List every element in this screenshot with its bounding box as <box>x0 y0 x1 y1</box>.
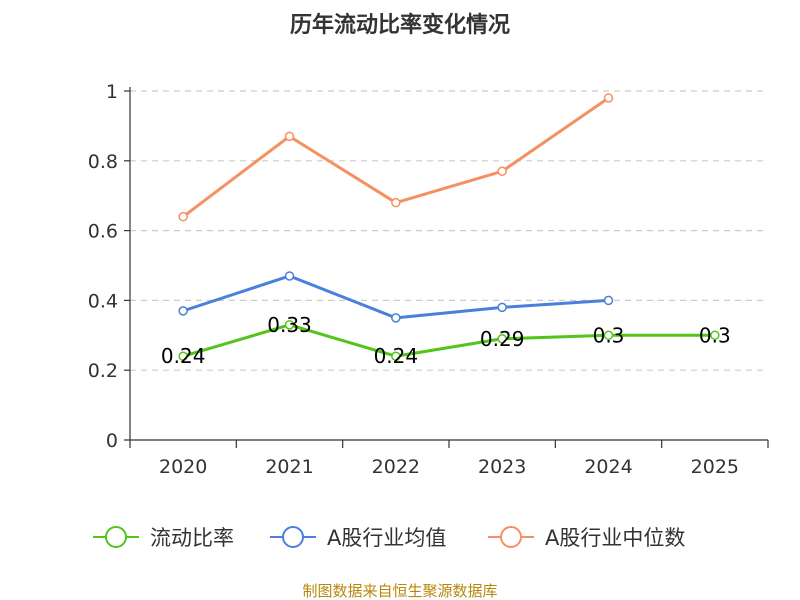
source-note: 制图数据来自恒生聚源数据库 <box>302 582 497 600</box>
data-label: 0.3 <box>699 323 731 347</box>
series-0: 0.24 0.33 0.24 0.29 0.3 0.3 <box>161 313 731 368</box>
data-point[interactable] <box>178 351 188 361</box>
data-point[interactable] <box>603 93 614 103</box>
data-point[interactable] <box>391 313 401 323</box>
y-tick-label: 0.4 <box>88 290 118 312</box>
data-point[interactable] <box>497 302 507 313</box>
data-label: 0.24 <box>374 344 419 368</box>
legend[interactable]: 流动比率 A股行业均值 A股行业中位数 <box>93 526 685 550</box>
data-point[interactable] <box>178 211 188 222</box>
x-tick-label: 2023 <box>478 456 526 478</box>
data-point[interactable] <box>497 334 507 344</box>
series-line <box>182 274 609 320</box>
y-tick-label: 0 <box>106 430 118 452</box>
series-group: 0.24 0.33 0.24 0.29 0.3 0.3 <box>161 93 731 368</box>
x-tick-label: 2021 <box>265 456 313 478</box>
data-point[interactable] <box>284 131 295 142</box>
series-2 <box>178 93 614 222</box>
legend-item-2[interactable]: A股行业中位数 <box>488 526 685 550</box>
data-point[interactable] <box>497 166 507 177</box>
axes: 0 0.2 0.4 0.6 0.8 1 2020 2021 2022 2023 2024 2025 <box>88 81 769 478</box>
y-tick-label: 0.6 <box>88 221 118 243</box>
data-point[interactable] <box>710 330 720 341</box>
x-tick-label: 2025 <box>691 456 739 478</box>
grid <box>130 90 768 371</box>
data-label: 0.33 <box>267 313 312 337</box>
data-point[interactable] <box>603 295 614 306</box>
y-tick-label: 0.2 <box>88 360 118 382</box>
data-label: 0.24 <box>161 344 206 368</box>
legend-item-0[interactable]: 流动比率 <box>93 526 234 550</box>
legend-marker <box>282 526 304 548</box>
x-tick-label: 2020 <box>159 456 207 478</box>
data-point[interactable] <box>391 197 401 208</box>
legend-label: A股行业中位数 <box>545 526 685 550</box>
x-tick-label: 2024 <box>584 456 632 478</box>
data-point[interactable] <box>284 320 295 330</box>
legend-item-1[interactable]: A股行业均值 <box>270 526 446 550</box>
chart-title: 历年流动比率变化情况 <box>290 12 510 38</box>
data-point[interactable] <box>603 330 614 341</box>
series-1 <box>178 271 614 323</box>
series-line <box>182 323 715 358</box>
data-label: 0.3 <box>593 323 625 347</box>
y-tick-label: 0.8 <box>88 151 118 173</box>
legend-marker <box>105 526 127 548</box>
x-tick-label: 2022 <box>372 456 420 478</box>
legend-label: A股行业均值 <box>327 526 446 550</box>
data-label: 0.29 <box>480 327 525 351</box>
data-point[interactable] <box>391 351 401 361</box>
legend-label: 流动比率 <box>150 526 234 550</box>
data-point[interactable] <box>178 306 188 316</box>
data-point[interactable] <box>284 271 295 281</box>
y-tick-label: 1 <box>106 81 118 103</box>
legend-marker <box>500 526 522 548</box>
